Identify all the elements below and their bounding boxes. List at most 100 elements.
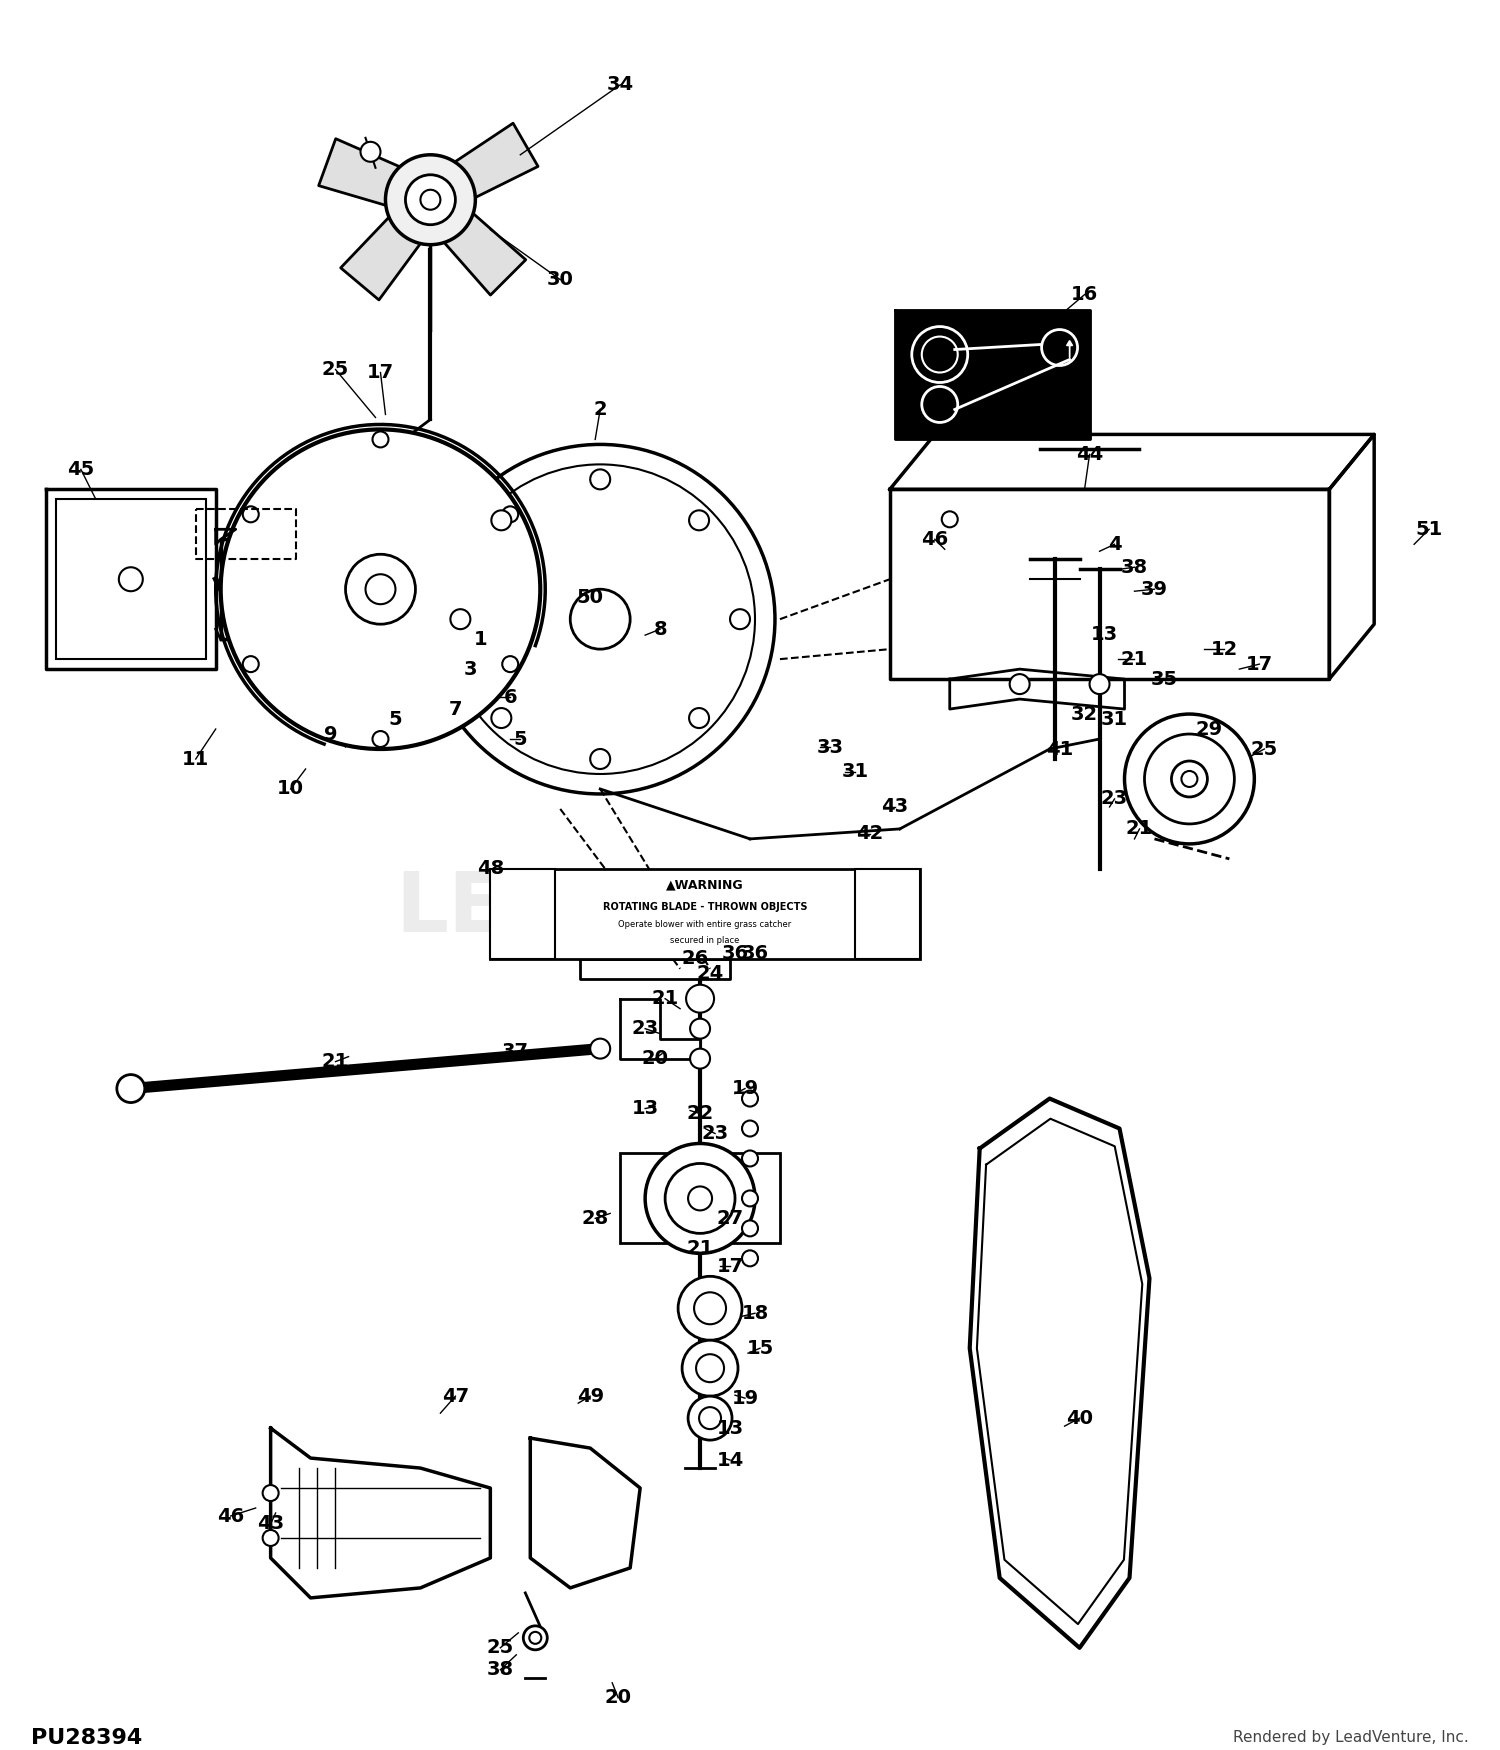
Text: 8: 8 (654, 620, 668, 639)
Text: ROTATING BLADE - THROWN OBJECTS: ROTATING BLADE - THROWN OBJECTS (603, 901, 807, 912)
Polygon shape (950, 668, 1125, 709)
Text: 21: 21 (1120, 649, 1148, 668)
Text: 47: 47 (442, 1386, 470, 1405)
Text: 38: 38 (1120, 558, 1148, 578)
Circle shape (590, 469, 610, 490)
Circle shape (730, 609, 750, 630)
Circle shape (645, 1143, 754, 1253)
Circle shape (530, 1631, 542, 1643)
Text: 25: 25 (322, 360, 350, 380)
Text: 1: 1 (474, 630, 488, 649)
Text: 28: 28 (582, 1209, 609, 1228)
Text: 7: 7 (448, 700, 462, 719)
Text: 31: 31 (842, 763, 868, 782)
Text: 5: 5 (388, 709, 402, 728)
Circle shape (742, 1190, 758, 1206)
Text: Operate blower with entire grass catcher: Operate blower with entire grass catcher (618, 920, 792, 929)
Text: 3: 3 (464, 660, 477, 679)
Circle shape (742, 1120, 758, 1136)
Circle shape (590, 1040, 610, 1059)
Text: 20: 20 (642, 1048, 669, 1068)
Text: 48: 48 (477, 859, 504, 878)
Text: 13: 13 (1090, 625, 1118, 644)
Circle shape (688, 511, 709, 530)
Text: 19: 19 (732, 1390, 759, 1407)
Text: 11: 11 (182, 749, 210, 768)
Circle shape (1041, 329, 1077, 366)
Polygon shape (46, 490, 216, 668)
Circle shape (243, 506, 258, 522)
Polygon shape (890, 434, 1374, 490)
Polygon shape (216, 528, 236, 544)
Bar (56, 499, 206, 660)
Text: 23: 23 (702, 1124, 729, 1143)
Circle shape (664, 1164, 735, 1234)
Text: 17: 17 (1246, 654, 1274, 674)
Text: 38: 38 (488, 1661, 514, 1680)
Polygon shape (340, 189, 444, 299)
Circle shape (524, 1626, 548, 1650)
Text: ▲WARNING: ▲WARNING (666, 878, 744, 891)
Text: 36: 36 (741, 945, 768, 963)
Circle shape (912, 327, 968, 383)
Circle shape (1172, 761, 1208, 796)
Circle shape (686, 985, 714, 1013)
Circle shape (690, 1048, 709, 1069)
Polygon shape (1329, 434, 1374, 679)
Text: 23: 23 (1101, 789, 1128, 808)
Text: PU28394: PU28394 (32, 1727, 142, 1748)
Circle shape (688, 709, 709, 728)
Text: 45: 45 (68, 460, 94, 480)
Polygon shape (318, 138, 436, 217)
Circle shape (696, 1354, 724, 1382)
Text: 21: 21 (1126, 819, 1154, 838)
Circle shape (262, 1486, 279, 1502)
Circle shape (742, 1250, 758, 1267)
Text: 22: 22 (687, 1104, 714, 1124)
Circle shape (118, 567, 142, 592)
Circle shape (366, 574, 396, 604)
Circle shape (492, 709, 512, 728)
Circle shape (694, 1292, 726, 1325)
Text: 29: 29 (1196, 719, 1222, 738)
Text: 40: 40 (1066, 1409, 1094, 1428)
Text: 36: 36 (722, 945, 748, 963)
Polygon shape (580, 959, 730, 978)
Polygon shape (417, 187, 526, 296)
Text: 37: 37 (503, 1041, 530, 1060)
Circle shape (372, 432, 388, 448)
Text: 13: 13 (632, 1099, 658, 1118)
Text: 43: 43 (880, 798, 909, 817)
Text: 43: 43 (256, 1514, 284, 1533)
Text: 13: 13 (717, 1419, 744, 1437)
Circle shape (386, 154, 476, 245)
Circle shape (405, 175, 456, 224)
Text: 30: 30 (548, 270, 573, 289)
Text: 4: 4 (1107, 536, 1122, 553)
Bar (620, 1153, 780, 1242)
Text: 27: 27 (717, 1209, 744, 1228)
Text: 23: 23 (632, 1018, 658, 1038)
Text: 21: 21 (322, 1052, 350, 1071)
Text: 46: 46 (217, 1507, 244, 1526)
Polygon shape (620, 999, 701, 1059)
Circle shape (570, 590, 630, 649)
Text: LE: LE (396, 868, 506, 949)
FancyArrow shape (1066, 341, 1072, 357)
Circle shape (446, 464, 754, 774)
Circle shape (590, 749, 610, 768)
Bar (490, 868, 920, 959)
Circle shape (420, 189, 441, 210)
Text: 25: 25 (486, 1638, 514, 1657)
Text: 21: 21 (651, 989, 678, 1008)
Circle shape (742, 1090, 758, 1106)
Circle shape (1089, 674, 1110, 695)
Text: 46: 46 (921, 530, 948, 550)
Circle shape (742, 1220, 758, 1236)
Polygon shape (270, 1428, 490, 1598)
Text: 15: 15 (747, 1339, 774, 1358)
Circle shape (1010, 674, 1029, 695)
Text: 31: 31 (1101, 709, 1128, 728)
Text: secured in place: secured in place (670, 936, 740, 945)
Text: 34: 34 (606, 75, 633, 94)
